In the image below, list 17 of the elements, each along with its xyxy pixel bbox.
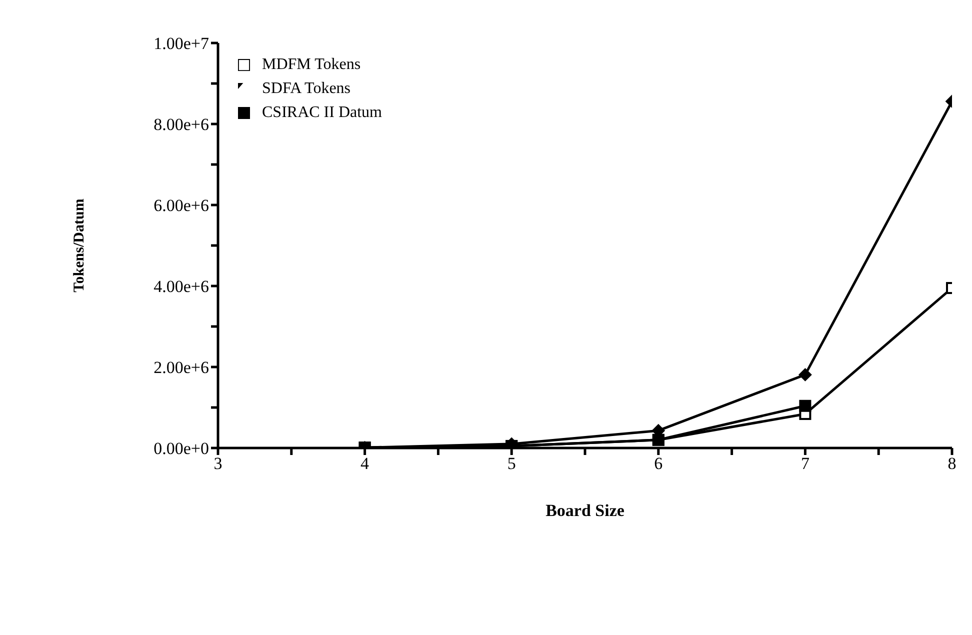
y-tick-label: 6.00e+6 — [154, 196, 209, 216]
y-axis-title: Tokens/Datum — [71, 198, 88, 292]
y-tick-label: 2.00e+6 — [154, 358, 209, 378]
x-tick-label: 8 — [948, 454, 956, 474]
y-tick-label: 4.00e+6 — [154, 277, 209, 296]
legend-label: CSIRAC II Datum — [262, 104, 382, 121]
x-tick-label: 5 — [507, 454, 516, 474]
y-tick-label: 8.00e+6 — [154, 115, 209, 134]
x-tick-label: 6 — [654, 454, 663, 474]
y-tick-label: 1.00e+7 — [154, 34, 210, 54]
legend-label: SDFA Tokens — [262, 80, 351, 97]
legend-label: MDFM Tokens — [262, 56, 361, 73]
y-tick-label: 0.00e+0 — [154, 439, 209, 458]
x-tick-label: 4 — [360, 454, 370, 474]
x-tick-label: 3 — [214, 454, 222, 474]
x-tick-label: 7 — [800, 454, 810, 474]
x-axis-title: Board Size — [546, 501, 625, 520]
